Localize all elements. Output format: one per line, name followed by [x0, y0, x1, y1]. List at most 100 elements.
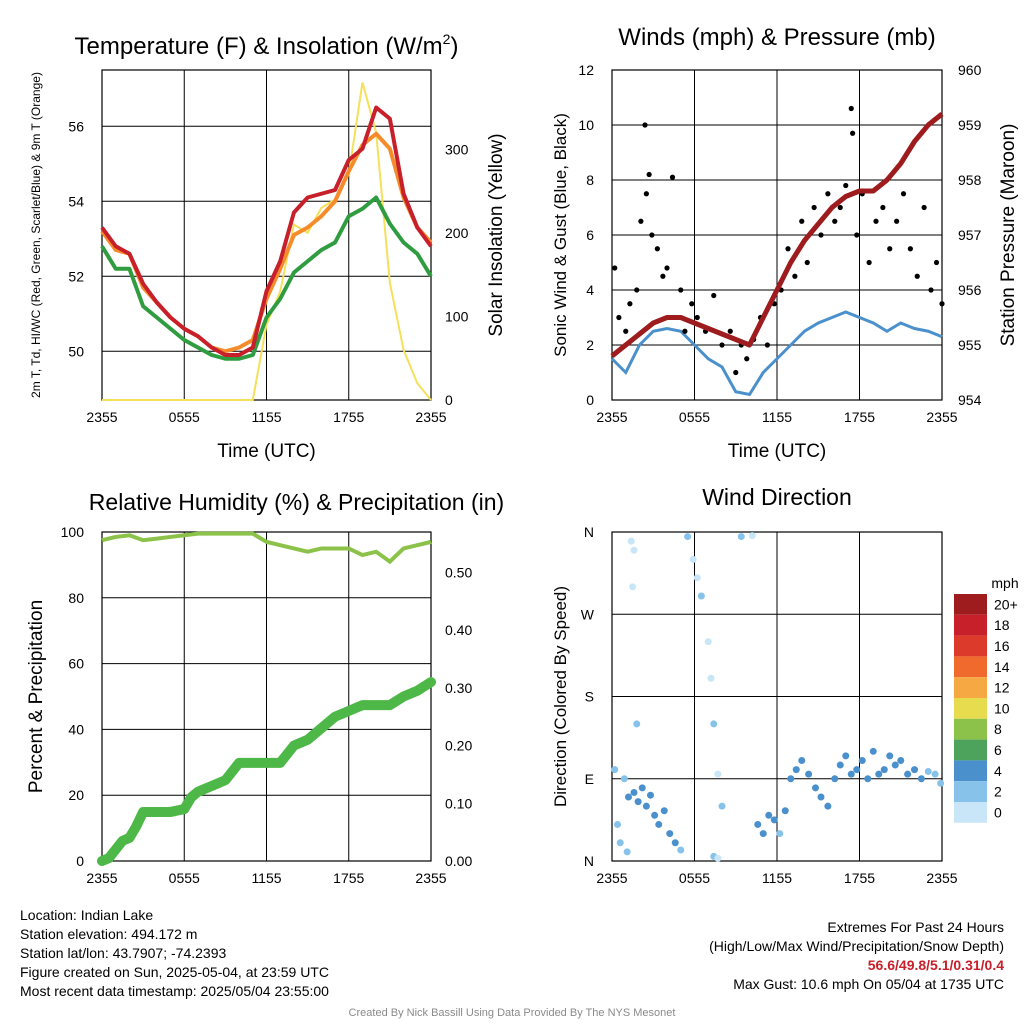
precipitation-line	[97, 677, 436, 866]
direction-point	[765, 811, 773, 819]
direction-point	[869, 747, 877, 755]
extremes-values: 56.6/49.8/5.1/0.31/0.4	[867, 957, 1004, 973]
y2-tick-label: 100	[445, 308, 469, 324]
direction-point	[937, 779, 945, 787]
y-tick-label: N	[584, 853, 594, 869]
gust-point	[848, 105, 854, 112]
temperature-chart: 50 52 54 56 0 100 200 300 2355 0555 1155 1755 2355 Te…	[29, 31, 507, 462]
legend-label: 6	[994, 742, 1002, 758]
y-tick-label: 54	[68, 193, 84, 209]
gust-point	[643, 191, 649, 197]
winds-chart: 0 2 4 6 8 10 12 954 955 956 957 958 959 960 2355 0555 11…	[551, 24, 1019, 462]
y2-axis-label: Solar Insolation (Yellow)	[486, 133, 507, 336]
x-axis-label: Time (UTC)	[728, 441, 827, 462]
gust-point	[612, 265, 618, 271]
direction-point	[798, 756, 806, 764]
x-tick-label: 1155	[251, 409, 281, 425]
direction-point	[931, 770, 939, 778]
x-tick-label: 1155	[251, 870, 281, 886]
y-tick-label: 80	[68, 590, 84, 606]
chart-title-superscript: 2	[443, 31, 451, 47]
legend-label: 8	[994, 721, 1002, 737]
y-tick-label: 20	[68, 787, 84, 803]
gust-point	[866, 259, 872, 266]
gust-point	[921, 204, 927, 211]
y-tick-label: E	[585, 771, 594, 787]
direction-point	[614, 820, 621, 828]
direction-point	[642, 802, 650, 810]
y-tick-label: 60	[68, 656, 84, 672]
direction-point	[629, 583, 637, 591]
chart-title: Winds (mph) & Pressure (mb)	[618, 24, 935, 51]
gust-point	[939, 301, 945, 307]
gust-point	[900, 191, 907, 197]
x-tick-label: 1755	[333, 409, 364, 425]
direction-point	[651, 811, 659, 819]
y2-tick-label: 0.30	[445, 680, 472, 696]
gust-point	[785, 246, 791, 252]
direction-point	[853, 766, 861, 774]
x-tick-label: 1755	[844, 870, 875, 886]
x-tick-label: 2355	[926, 870, 957, 886]
direction-point	[817, 793, 825, 801]
y-tick-label: 6	[586, 227, 594, 243]
gust-point	[799, 218, 805, 224]
y-axis-label: Sonic Wind & Gust (Blue, Black)	[551, 113, 570, 357]
gust-point	[678, 287, 684, 293]
temperature-line	[100, 195, 433, 361]
y-tick-label: 52	[68, 268, 84, 284]
gust-point	[623, 328, 629, 334]
direction-point	[737, 533, 745, 541]
gust-point	[654, 246, 660, 252]
gust-point	[669, 174, 676, 180]
direction-point	[660, 807, 668, 815]
legend-swatch	[954, 760, 987, 782]
y-axis-label: 2m T, Td, HI/WC (Red, Green, Scarlet/Blu…	[29, 72, 43, 398]
legend-swatch	[954, 656, 987, 678]
y2-tick-label: 960	[958, 62, 982, 78]
x-tick-label: 1155	[762, 409, 792, 425]
direction-point	[655, 820, 663, 828]
direction-point	[620, 775, 628, 783]
y-tick-label: 50	[68, 343, 84, 359]
elevation-text: Station elevation: 494.172 m	[20, 926, 198, 942]
y-tick-label: W	[581, 606, 595, 622]
y-tick-label: 2	[586, 337, 594, 353]
legend-label: 10	[994, 700, 1010, 716]
legend-label: 16	[994, 638, 1010, 654]
direction-point	[792, 766, 800, 774]
direction-point	[623, 848, 631, 856]
direction-point	[704, 638, 712, 646]
chart-title: Temperature (F) & Insolation (W/m2)	[75, 31, 459, 60]
direction-point	[842, 752, 850, 760]
gust-point	[907, 246, 913, 252]
gust-point	[811, 204, 817, 211]
direction-point	[824, 802, 832, 810]
location-text: Location: Indian Lake	[20, 907, 154, 923]
direction-point	[684, 533, 692, 541]
direction-point	[638, 784, 646, 792]
y-tick-label: 100	[61, 524, 85, 540]
direction-point	[787, 775, 795, 783]
y2-tick-label: 959	[958, 117, 982, 133]
direction-point	[858, 756, 866, 764]
x-tick-label: 2355	[596, 870, 627, 886]
y-tick-label: 8	[586, 172, 594, 188]
gust-point	[711, 292, 717, 299]
y2-axis-label: Station Pressure (Maroon)	[998, 124, 1019, 347]
direction-point	[897, 756, 905, 764]
legend-swatch	[954, 635, 987, 657]
direction-point	[748, 532, 756, 540]
gust-point	[642, 122, 648, 128]
gust-point	[646, 171, 652, 178]
direction-point	[630, 546, 638, 554]
direction-point	[677, 846, 685, 854]
direction-point	[917, 775, 925, 783]
chart-title-rest: )	[450, 33, 458, 60]
y-tick-label: N	[584, 524, 594, 540]
legend-title: mph	[991, 575, 1018, 591]
y2-tick-label: 955	[958, 337, 982, 353]
x-tick-label: 2355	[86, 409, 117, 425]
